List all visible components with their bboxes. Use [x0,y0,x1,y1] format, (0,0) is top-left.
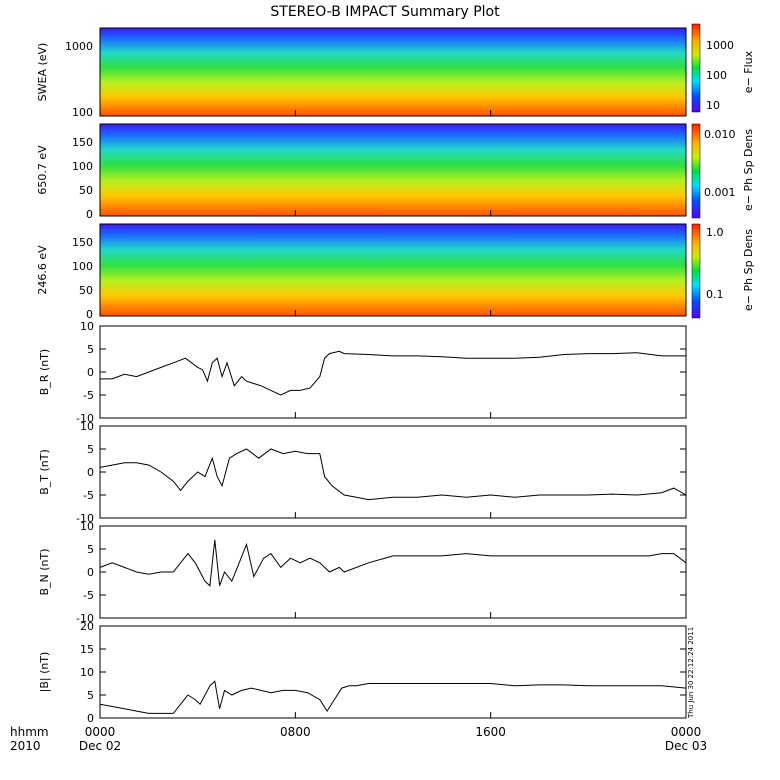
ytick-label: 15 [80,643,94,656]
ytick-label: -5 [83,389,94,402]
pad-246-cbar-label: e− Ph Sp Dens [742,229,755,311]
swea-ytick-100: 100 [72,106,93,119]
ytick-label: -10 [76,512,94,525]
plot-timestamp: Thu Jun 30 22:12:24 2011 [687,627,695,719]
swea-cbar-tick-10: 10 [706,99,720,112]
swea-spectrogram-image [100,28,686,116]
ytick-label: 5 [87,689,94,702]
line-panel-frame [99,525,687,619]
panel-bt: 10 5 0 -5 -10 B_T (nT) [38,420,687,525]
time-tick-label-0: 0000 [85,725,116,739]
line-panel-frame [99,425,687,519]
ytick-label: -5 [83,589,94,602]
pad-246-spectrogram-panel: 246.6 eV 150 100 50 0 1.0 0.1 e− Ph Sp D… [36,223,755,321]
pad-650-cbar-tick-0010: 0.010 [704,128,736,141]
ytick-label: 5 [87,443,94,456]
pad-246-ylabel: 246.6 eV [36,245,49,295]
swea-ytick-1000: 1000 [65,40,93,53]
ylabel-2: B_N (nT) [38,548,51,595]
swea-spectrogram-frame [99,27,687,117]
pad-246-cbar-tick-10: 1.0 [706,226,724,239]
time-tick-label-2: 1600 [475,725,506,739]
ytick-label: 0 [87,566,94,579]
swea-ylabel: SWEA (eV) [36,43,49,102]
pad-246-cbar-tick-01: 0.1 [706,288,724,301]
series-line-1 [99,448,687,501]
ylabel-3: |B| (nT) [38,652,51,693]
pad-650-cbar-label: e− Ph Sp Dens [742,129,755,211]
time-axis-label-year: 2010 [10,739,41,753]
swea-cbar-tick-1000: 1000 [706,39,734,52]
ytick-label: 0 [87,466,94,479]
ytick-label: 5 [87,343,94,356]
series-line-0 [100,350,686,396]
panel-magb: 20 15 10 5 0 |B| (nT) [38,620,687,725]
ylabel-0: B_R (nT) [38,349,51,395]
time-tick-date-3: Dec 03 [665,739,707,753]
ytick-label: -10 [76,412,94,425]
pad-650-colorbar [691,123,701,219]
time-tick-label-1: 0800 [280,725,311,739]
pad-650-ytick-100: 100 [72,160,93,173]
pad-650-spectrogram-frame [99,123,687,217]
swea-cbar-label: e− Flux [742,50,755,93]
panel-bn: 10 5 0 -5 -10 B_N (nT) [38,520,687,625]
ytick-label: -5 [83,489,94,502]
line-panel-frame [99,625,687,719]
series-line-3 [99,680,687,714]
ytick-label: 10 [80,420,94,433]
swea-colorbar [691,23,701,113]
time-tick-date-0: Dec 02 [79,739,121,753]
pad-650-cbar-tick-0001: 0.001 [704,186,736,199]
time-tick-label-3: 0000 [671,725,702,739]
time-axis-label-hhmm: hhmm [10,725,49,739]
pad-650-spectrogram-panel: 650.7 eV 150 100 50 0 0.010 0.001 e− Ph … [36,123,755,221]
ytick-label: 20 [80,620,94,633]
swea-cbar-tick-100: 100 [706,69,727,82]
ytick-label: 0 [87,366,94,379]
swea-spectrogram-panel: SWEA (eV) 1000 100 1000 100 10 e− Flux [36,23,755,119]
figure-title: STEREO-B IMPACT Summary Plot [270,4,500,20]
pad-650-ytick-150: 150 [72,136,93,149]
ytick-label: 10 [80,666,94,679]
ylabel-1: B_T (nT) [38,449,51,495]
pad-650-ylabel: 650.7 eV [36,145,49,195]
ytick-label: -10 [76,612,94,625]
pad-650-ytick-0: 0 [86,208,93,221]
pad-650-ytick-50: 50 [79,184,93,197]
pad-246-spectrogram-frame [99,223,687,317]
series-line-2 [99,539,687,587]
pad-246-ytick-100: 100 [72,260,93,273]
ytick-label: 10 [80,520,94,533]
magnetic-field-panels: 10 5 0 -5 -10 B_R (nT) 10 5 0 -5 -10 B_T (nT) 10 5 0 -5… [38,320,687,725]
pad-246-ytick-0: 0 [86,308,93,321]
ytick-label: 10 [80,320,94,333]
pad-650-spectrogram-image [100,124,686,216]
line-panel-frame [99,325,687,419]
pad-246-ytick-150: 150 [72,236,93,249]
ytick-label: 5 [87,543,94,556]
ytick-label: 0 [87,712,94,725]
panel-br: 10 5 0 -5 -10 B_R (nT) [38,320,687,425]
pad-246-spectrogram-image [100,224,686,316]
pad-246-ytick-50: 50 [79,284,93,297]
pad-246-colorbar [691,223,701,319]
